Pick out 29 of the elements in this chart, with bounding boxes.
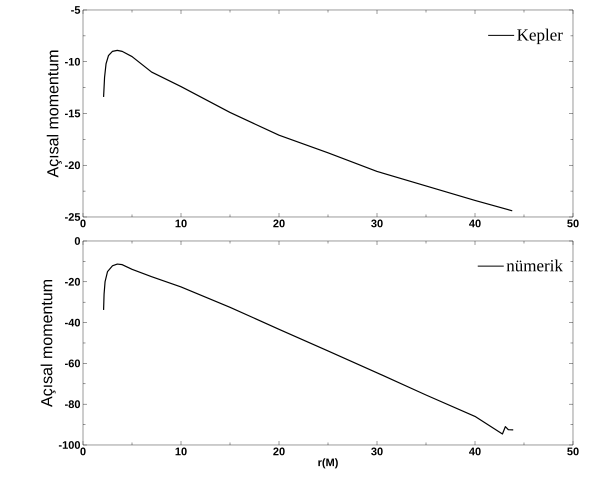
x-tick-label: 10 xyxy=(176,448,187,456)
y-tick-label: -20 xyxy=(65,278,80,286)
x-tick-label: 30 xyxy=(371,448,383,456)
x-tick-label: 10 xyxy=(176,220,187,228)
x-tick-label: 50 xyxy=(567,220,579,228)
x-tick-label: 40 xyxy=(469,220,481,228)
legend-label: nümerik xyxy=(506,259,563,272)
y-tick-label: -10 xyxy=(65,58,80,66)
x-tick-label: 0 xyxy=(80,448,86,456)
x-tick-label: 30 xyxy=(371,220,383,228)
legend-label: Kepler xyxy=(517,28,563,44)
y-tick-label: -80 xyxy=(65,400,80,408)
y-axis-title: Açısal momentum xyxy=(40,280,56,407)
y-tick-label: -60 xyxy=(65,360,80,368)
x-tick-label: 50 xyxy=(567,448,579,456)
x-tick-label: 0 xyxy=(80,220,86,228)
y-tick-label: -25 xyxy=(65,213,80,221)
y-tick-label: -5 xyxy=(71,6,80,14)
y-tick-label: -100 xyxy=(58,441,80,449)
y-tick-label: 0 xyxy=(74,237,80,245)
x-tick-label: 40 xyxy=(469,448,481,456)
y-tick-label: -15 xyxy=(65,110,80,118)
line-series xyxy=(102,50,513,212)
y-tick-label: -40 xyxy=(65,318,80,326)
x-tick-label: 20 xyxy=(273,448,285,456)
x-axis-title: r(M) xyxy=(318,458,338,468)
x-tick-label: 20 xyxy=(273,220,285,228)
y-axis-title: Açısal momentum xyxy=(46,50,62,178)
y-tick-label: -20 xyxy=(65,161,80,170)
